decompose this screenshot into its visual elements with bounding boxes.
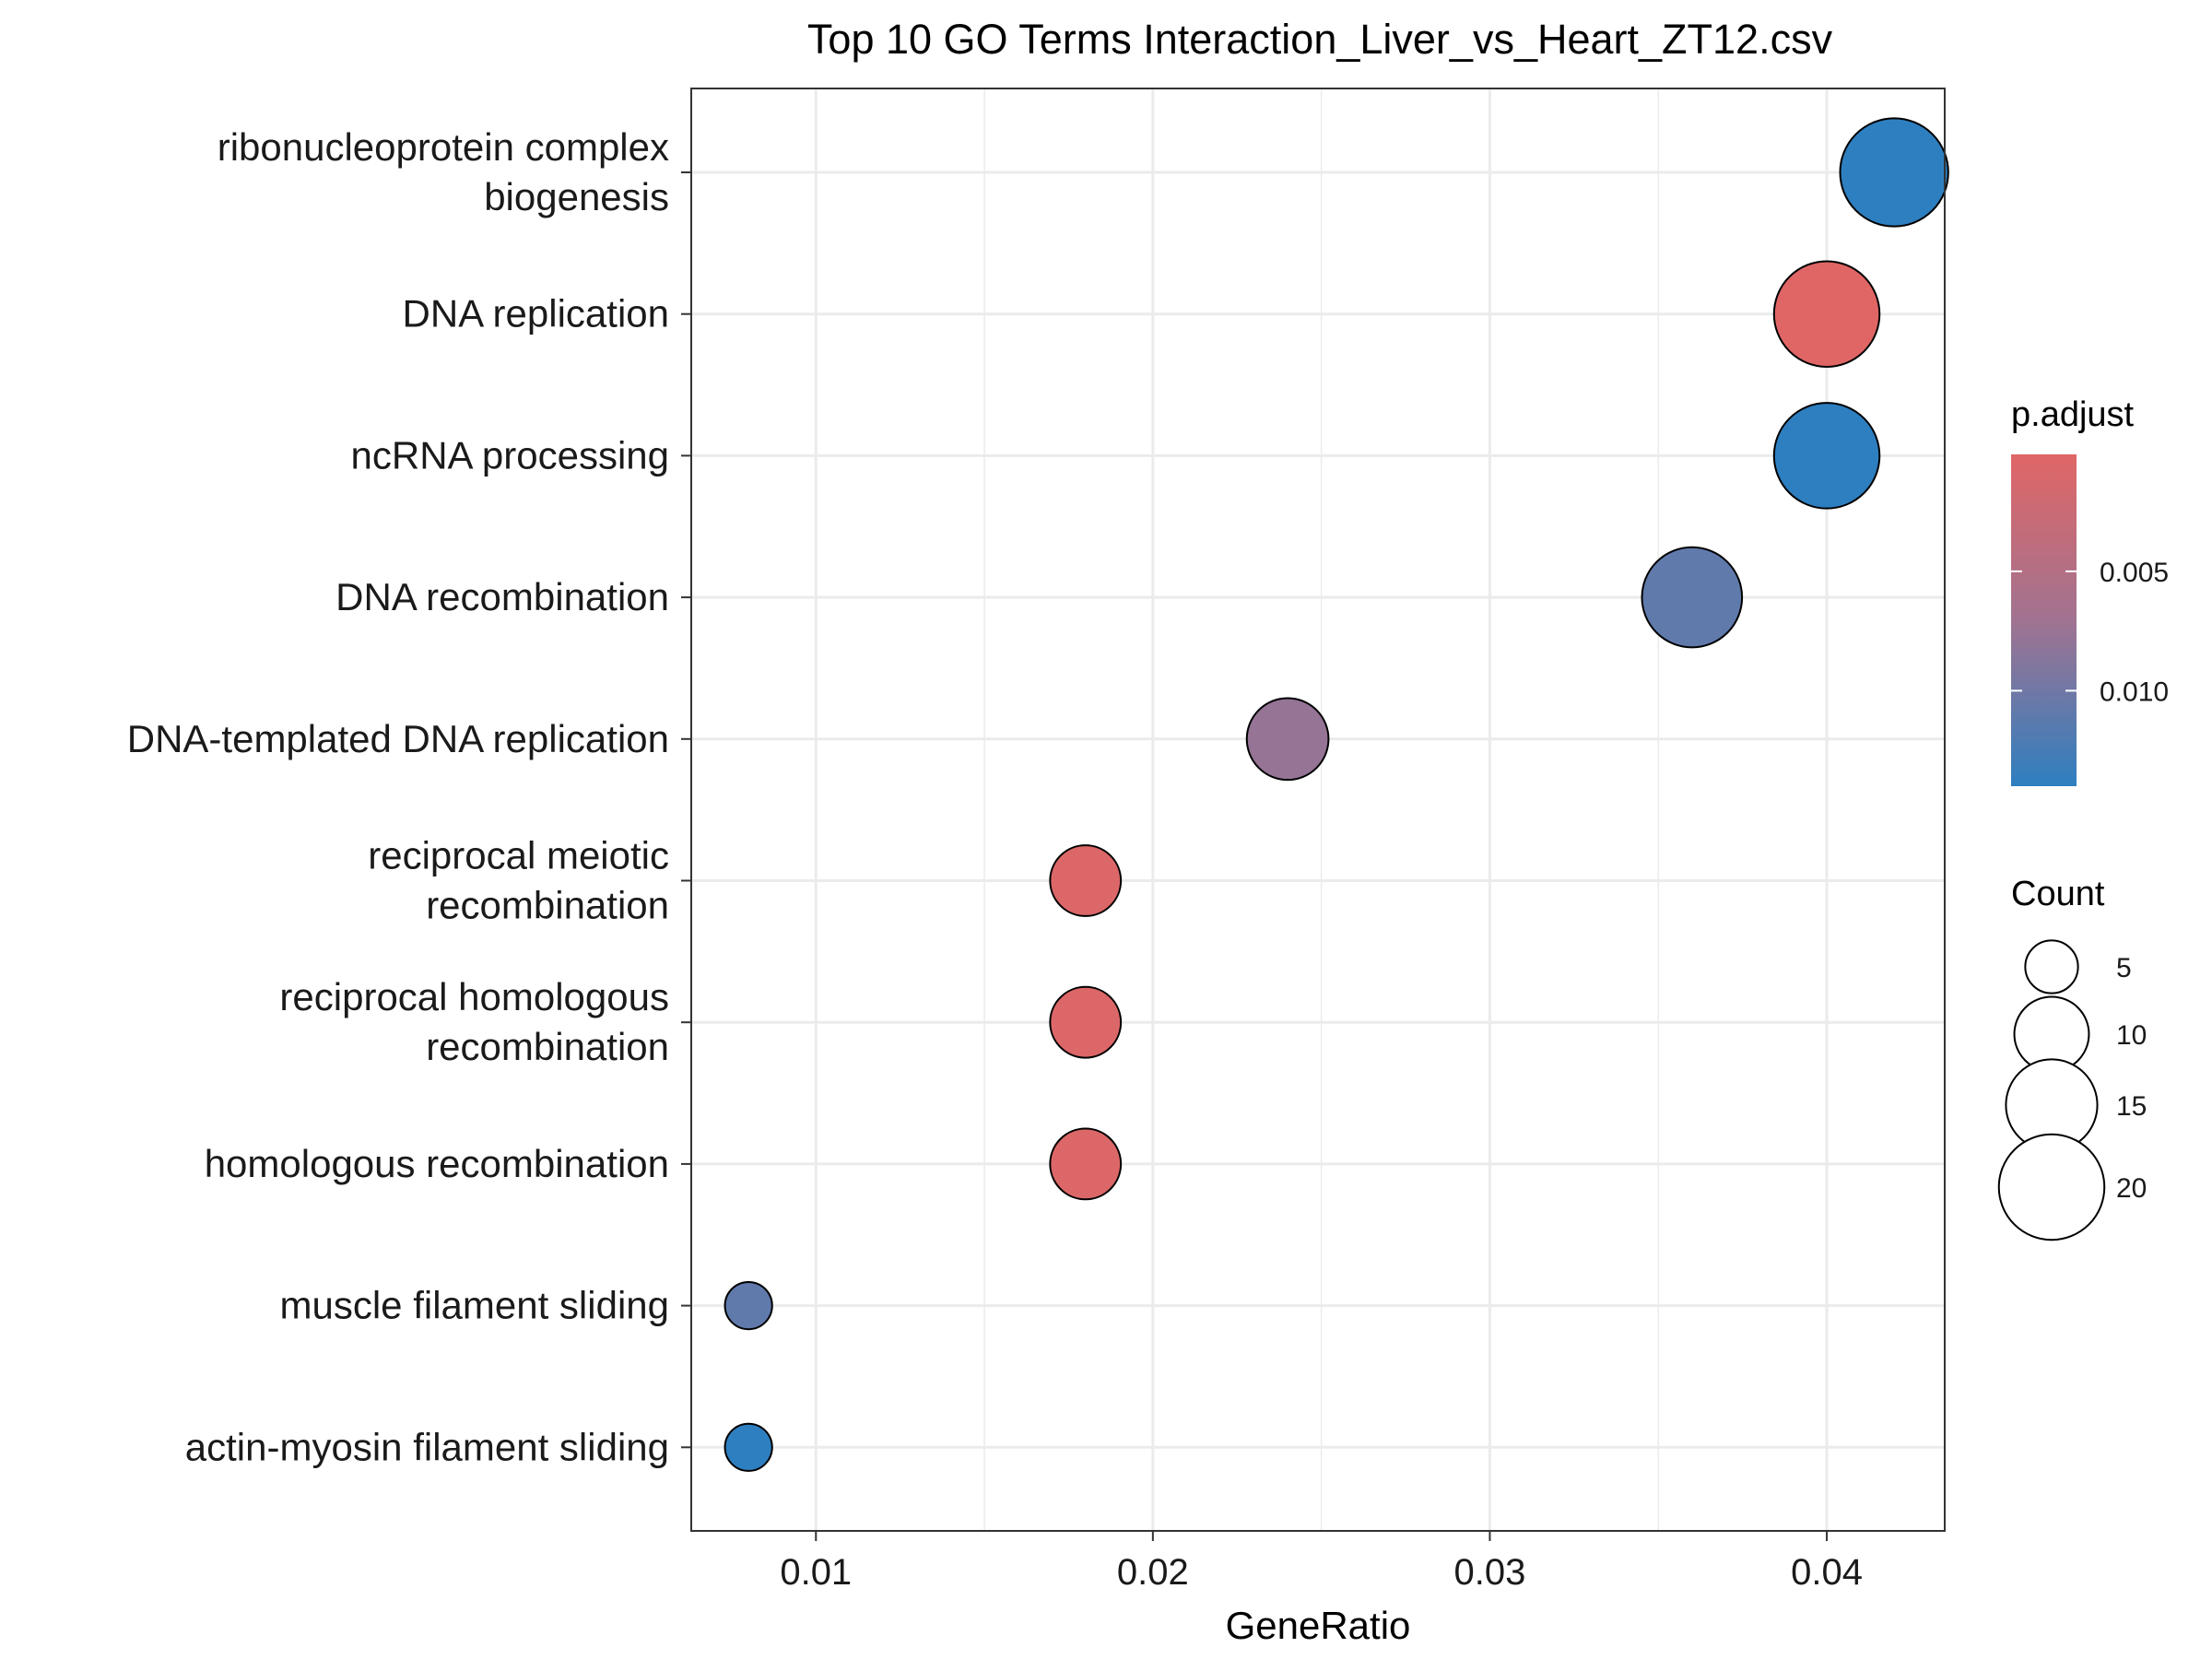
size-legend-label: 10 xyxy=(2116,1020,2147,1051)
size-legend-items: 5 10 15 20 xyxy=(1997,939,2147,1241)
grid-major xyxy=(691,88,1945,1531)
size-legend-label: 5 xyxy=(2116,953,2132,983)
y-tick-label: ribonucleoprotein complex xyxy=(218,125,669,169)
size-legend-title: Count xyxy=(2011,875,2105,913)
x-tick-label: 0.02 xyxy=(1117,1552,1189,1593)
y-tick-label: muscle filament sliding xyxy=(279,1284,669,1327)
y-tick-label: ncRNA processing xyxy=(351,433,670,477)
x-axis: 0.01 0.02 0.03 0.04 xyxy=(780,1531,1863,1593)
y-tick-label: actin-myosin filament sliding xyxy=(185,1425,669,1468)
y-tick-label: DNA replication xyxy=(403,292,669,335)
data-point xyxy=(1641,546,1744,649)
y-tick-label: DNA-templated DNA replication xyxy=(127,717,669,760)
color-legend-title: p.adjust xyxy=(2011,395,2135,434)
y-axis: ribonucleoprotein complex biogenesis DNA r… xyxy=(127,125,691,1468)
data-point xyxy=(1049,1127,1123,1201)
x-axis-title: GeneRatio xyxy=(1226,1604,1411,1647)
plot-panel xyxy=(691,88,1945,1531)
data-point xyxy=(724,1422,773,1472)
data-point xyxy=(1245,697,1330,782)
size-legend-key xyxy=(1997,1133,2106,1241)
y-tick-label: homologous recombination xyxy=(205,1142,669,1185)
y-tick-label: reciprocal meiotic xyxy=(368,834,669,877)
color-legend-tick-label: 0.005 xyxy=(2100,558,2169,588)
data-point xyxy=(1049,985,1123,1059)
color-legend-ticks: 0.005 0.010 xyxy=(2011,558,2169,707)
x-tick-label: 0.01 xyxy=(780,1552,852,1593)
data-point xyxy=(1772,402,1881,510)
grid-minor xyxy=(983,88,1659,1531)
size-legend: Count 5 10 15 20 xyxy=(1997,875,2147,1241)
y-tick-label: reciprocal homologous xyxy=(279,975,669,1018)
x-tick-label: 0.04 xyxy=(1791,1552,1863,1593)
size-legend-label: 20 xyxy=(2116,1173,2147,1204)
chart-title: Top 10 GO Terms Interaction_Liver_vs_Hea… xyxy=(807,16,1833,63)
x-tick-label: 0.03 xyxy=(1454,1552,1526,1593)
data-points xyxy=(724,117,1949,1472)
size-legend-key xyxy=(2024,939,2079,994)
data-point xyxy=(724,1281,773,1331)
color-legend: p.adjust 0.005 0.010 xyxy=(2011,395,2169,786)
data-point xyxy=(1839,117,1949,228)
plot-panel-border xyxy=(690,88,1946,1532)
y-tick-label: biogenesis xyxy=(484,175,669,218)
y-tick-label: recombination xyxy=(426,1025,669,1068)
data-point xyxy=(1049,844,1123,917)
y-tick-label: DNA recombination xyxy=(335,575,669,618)
color-legend-bar xyxy=(2011,454,2077,786)
y-tick-label: recombination xyxy=(426,884,669,927)
color-legend-tick-label: 0.010 xyxy=(2100,677,2169,707)
data-point xyxy=(1772,260,1881,368)
size-legend-label: 15 xyxy=(2116,1091,2147,1122)
